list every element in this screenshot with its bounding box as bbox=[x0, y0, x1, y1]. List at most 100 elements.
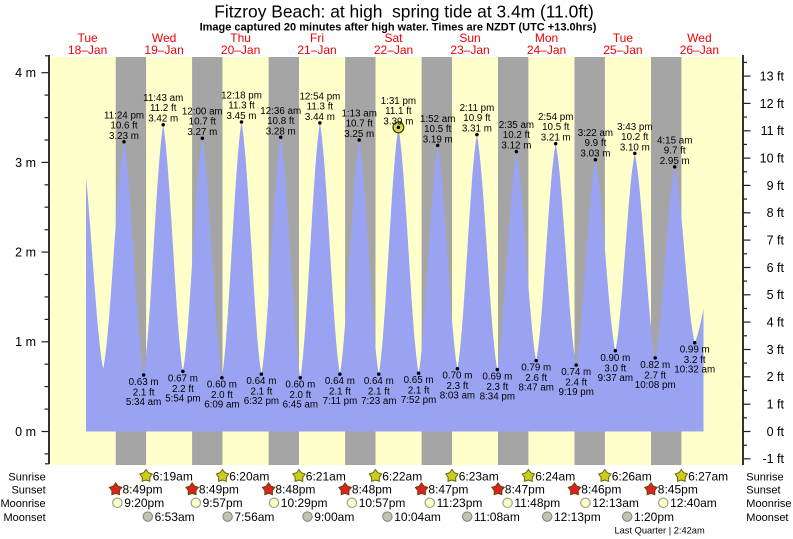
svg-text:6:32 pm: 6:32 pm bbox=[244, 396, 279, 407]
svg-text:3 ft: 3 ft bbox=[767, 343, 785, 357]
svg-text:0.70 m: 0.70 m bbox=[442, 371, 472, 382]
svg-text:5:34 am: 5:34 am bbox=[126, 397, 161, 408]
svg-text:Sun: Sun bbox=[459, 31, 480, 45]
svg-text:2:35 am: 2:35 am bbox=[499, 120, 534, 131]
svg-text:9 ft: 9 ft bbox=[767, 179, 785, 193]
svg-text:6:20am: 6:20am bbox=[229, 469, 269, 483]
svg-text:3.10 m: 3.10 m bbox=[620, 142, 650, 153]
svg-text:6:09 am: 6:09 am bbox=[204, 400, 239, 411]
svg-text:3.0 ft: 3.0 ft bbox=[604, 363, 626, 374]
svg-text:0.82 m: 0.82 m bbox=[640, 360, 670, 371]
svg-text:Sunrise: Sunrise bbox=[746, 471, 783, 483]
svg-text:9:20pm: 9:20pm bbox=[124, 496, 164, 510]
svg-text:Sunrise: Sunrise bbox=[8, 471, 45, 483]
svg-text:Wed: Wed bbox=[687, 31, 711, 45]
svg-text:0.99 m: 0.99 m bbox=[680, 345, 710, 356]
svg-text:3.12 m: 3.12 m bbox=[501, 141, 531, 152]
svg-text:2:11 pm: 2:11 pm bbox=[460, 103, 495, 114]
svg-text:22–Jan: 22–Jan bbox=[374, 43, 413, 57]
svg-text:6:21am: 6:21am bbox=[306, 469, 346, 483]
svg-text:1:20pm: 1:20pm bbox=[634, 510, 674, 524]
svg-text:11.1 ft: 11.1 ft bbox=[385, 106, 412, 117]
svg-text:0.79 m: 0.79 m bbox=[521, 363, 551, 374]
svg-text:6:27am: 6:27am bbox=[688, 469, 728, 483]
svg-text:8:45pm: 8:45pm bbox=[658, 483, 698, 497]
svg-text:2.1 ft: 2.1 ft bbox=[329, 387, 351, 398]
svg-text:10.8 ft: 10.8 ft bbox=[267, 116, 295, 127]
svg-text:1:52 am: 1:52 am bbox=[420, 114, 455, 125]
svg-text:1 ft: 1 ft bbox=[767, 398, 785, 412]
svg-text:2 m: 2 m bbox=[15, 246, 36, 260]
svg-text:3:43 pm: 3:43 pm bbox=[617, 122, 652, 133]
svg-text:11:23pm: 11:23pm bbox=[437, 496, 483, 510]
svg-text:Sunset: Sunset bbox=[11, 485, 45, 497]
svg-text:8:47pm: 8:47pm bbox=[428, 483, 468, 497]
svg-text:4:15 am: 4:15 am bbox=[657, 135, 692, 146]
svg-text:Tue: Tue bbox=[613, 31, 634, 45]
svg-text:13 ft: 13 ft bbox=[760, 70, 785, 84]
svg-text:Moonset: Moonset bbox=[3, 512, 45, 524]
svg-text:3 m: 3 m bbox=[15, 156, 36, 170]
svg-text:11:43 am: 11:43 am bbox=[143, 93, 183, 104]
svg-text:12:00 am: 12:00 am bbox=[182, 107, 223, 118]
svg-text:8:48pm: 8:48pm bbox=[275, 483, 315, 497]
svg-text:10.5 ft: 10.5 ft bbox=[424, 124, 452, 135]
svg-text:11.2 ft: 11.2 ft bbox=[150, 103, 177, 114]
svg-text:23–Jan: 23–Jan bbox=[450, 43, 489, 57]
svg-text:2.1 ft: 2.1 ft bbox=[368, 387, 390, 398]
svg-text:2 ft: 2 ft bbox=[767, 370, 785, 384]
svg-text:21–Jan: 21–Jan bbox=[297, 43, 336, 57]
svg-text:2.2 ft: 2.2 ft bbox=[172, 384, 194, 395]
svg-text:8:47pm: 8:47pm bbox=[505, 483, 545, 497]
svg-text:0.90 m: 0.90 m bbox=[600, 353, 630, 364]
svg-text:20–Jan: 20–Jan bbox=[221, 43, 260, 57]
svg-text:Fri: Fri bbox=[310, 31, 324, 45]
svg-text:11.3 ft: 11.3 ft bbox=[307, 101, 334, 112]
svg-text:7:56am: 7:56am bbox=[234, 510, 274, 524]
svg-text:1:13 am: 1:13 am bbox=[341, 109, 376, 120]
svg-text:12:13pm: 12:13pm bbox=[554, 510, 601, 524]
svg-text:0.64 m: 0.64 m bbox=[246, 376, 276, 387]
svg-text:11 ft: 11 ft bbox=[761, 124, 785, 138]
svg-text:8:46pm: 8:46pm bbox=[581, 483, 621, 497]
svg-text:0 m: 0 m bbox=[15, 425, 36, 439]
svg-text:7 ft: 7 ft bbox=[767, 234, 785, 248]
svg-text:Last Quarter | 2:42am: Last Quarter | 2:42am bbox=[614, 526, 705, 536]
svg-text:12:54 pm: 12:54 pm bbox=[299, 91, 340, 102]
svg-text:6:22am: 6:22am bbox=[382, 469, 422, 483]
svg-text:0.63 m: 0.63 m bbox=[129, 377, 159, 388]
svg-text:12:36 am: 12:36 am bbox=[260, 106, 301, 117]
svg-text:3.19 m: 3.19 m bbox=[423, 134, 453, 145]
svg-text:19–Jan: 19–Jan bbox=[144, 43, 183, 57]
svg-text:3.23 m: 3.23 m bbox=[109, 131, 139, 142]
svg-text:10 ft: 10 ft bbox=[760, 152, 785, 166]
svg-text:9.9 ft: 9.9 ft bbox=[585, 138, 607, 149]
svg-text:2.1 ft: 2.1 ft bbox=[251, 387, 273, 398]
svg-text:11:24 pm: 11:24 pm bbox=[104, 110, 144, 121]
svg-text:1:31 pm: 1:31 pm bbox=[381, 96, 416, 107]
svg-text:2:54 pm: 2:54 pm bbox=[538, 112, 573, 123]
svg-text:8:48pm: 8:48pm bbox=[352, 483, 392, 497]
svg-text:3.42 m: 3.42 m bbox=[148, 114, 178, 125]
svg-text:1 m: 1 m bbox=[15, 335, 36, 349]
svg-text:0.64 m: 0.64 m bbox=[364, 376, 394, 387]
svg-text:Fitzroy Beach: at high spring: Fitzroy Beach: at high spring tide at 3.… bbox=[214, 2, 594, 22]
svg-text:8:03 am: 8:03 am bbox=[440, 391, 475, 402]
svg-text:10:32 am: 10:32 am bbox=[674, 365, 715, 376]
svg-text:11.3 ft: 11.3 ft bbox=[228, 101, 255, 112]
svg-text:0.65 m: 0.65 m bbox=[404, 375, 434, 386]
svg-text:9:37 am: 9:37 am bbox=[598, 373, 633, 384]
svg-text:4 m: 4 m bbox=[15, 66, 36, 80]
svg-text:2.0 ft: 2.0 ft bbox=[289, 390, 311, 401]
svg-text:3.21 m: 3.21 m bbox=[541, 133, 571, 144]
svg-text:10:57pm: 10:57pm bbox=[359, 496, 406, 510]
svg-text:24–Jan: 24–Jan bbox=[527, 43, 566, 57]
svg-text:3.28 m: 3.28 m bbox=[266, 126, 296, 137]
svg-text:2.0 ft: 2.0 ft bbox=[211, 390, 233, 401]
svg-text:Mon: Mon bbox=[535, 31, 558, 45]
svg-text:3.2 ft: 3.2 ft bbox=[684, 355, 706, 366]
svg-text:6:26am: 6:26am bbox=[612, 469, 652, 483]
svg-text:12:18 pm: 12:18 pm bbox=[221, 91, 262, 102]
svg-text:0.67 m: 0.67 m bbox=[168, 373, 198, 384]
svg-text:Moonrise: Moonrise bbox=[0, 498, 45, 510]
